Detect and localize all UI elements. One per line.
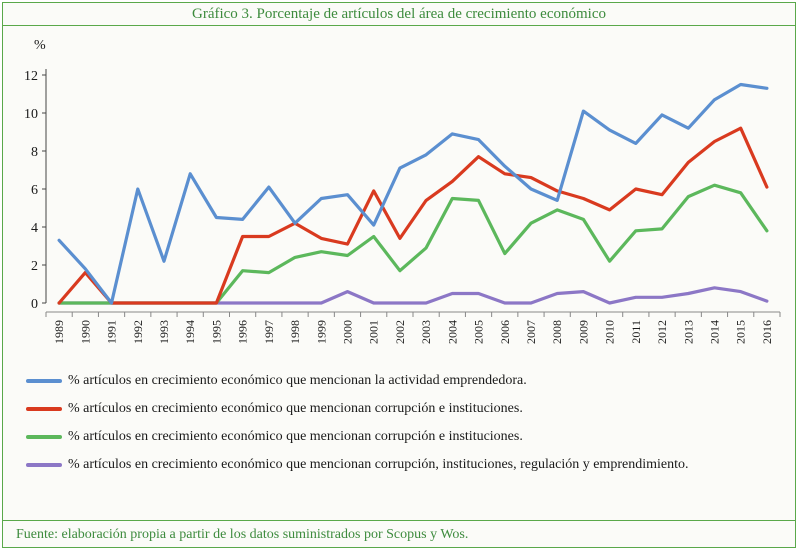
x-tick-label: 1999 <box>314 320 328 344</box>
series-line-1 <box>57 82 769 305</box>
x-tick-label: 2008 <box>550 320 564 344</box>
y-tick-label: 10 <box>24 107 38 122</box>
legend: % artículos en crecimiento económico que… <box>26 370 766 498</box>
x-tick-label: 1991 <box>105 320 119 344</box>
x-tick-label: 2010 <box>603 320 617 344</box>
series-line-2 <box>57 126 769 305</box>
x-tick-label: 2007 <box>524 320 538 344</box>
x-tick-label: 1997 <box>262 320 276 344</box>
x-tick-label: 2005 <box>472 320 486 344</box>
y-tick-label: 6 <box>31 183 38 198</box>
x-tick-label: 2012 <box>655 320 669 344</box>
legend-item-2: % artículos en crecimiento económico que… <box>26 398 766 426</box>
x-tick-label: 1993 <box>157 320 171 344</box>
x-tick-label: 2013 <box>681 320 695 344</box>
x-tick-label: 2009 <box>576 320 590 344</box>
x-tick-label: 1989 <box>52 320 66 344</box>
legend-item-4: % artículos en crecimiento económico que… <box>26 454 766 498</box>
x-tick-label: 2000 <box>340 320 354 344</box>
legend-swatch-4 <box>26 463 62 467</box>
x-tick-label: 2004 <box>445 320 459 344</box>
x-tick-label: 1990 <box>78 320 92 344</box>
y-tick-label: 8 <box>31 145 38 160</box>
x-tick-label: 2003 <box>419 320 433 344</box>
legend-label-4: % artículos en crecimiento económico que… <box>68 457 689 472</box>
x-tick-label: 2014 <box>707 320 721 344</box>
y-tick-label: 4 <box>31 221 38 236</box>
source-note: Fuente: elaboración propia a partir de l… <box>2 520 796 548</box>
line-chart: 0 2 4 6 8 10 12 1989 1990 1991 1992 1993 1994 1995 199… <box>24 69 781 344</box>
x-tick-label: 1998 <box>288 320 302 344</box>
x-tick-label: 2006 <box>498 320 512 344</box>
y-tick-label: 2 <box>31 259 38 274</box>
legend-label-2: % artículos en crecimiento económico que… <box>68 401 523 416</box>
legend-label-1: % artículos en crecimiento económico que… <box>68 373 527 388</box>
y-tick-label: 12 <box>24 69 38 84</box>
legend-item-1: % artículos en crecimiento económico que… <box>26 370 766 398</box>
x-tick-label: 2016 <box>760 320 774 344</box>
chart-title: Gráfico 3. Porcentaje de artículos del á… <box>2 2 796 26</box>
legend-item-3: % artículos en crecimiento económico que… <box>26 426 766 454</box>
x-tick-label: 2001 <box>367 320 381 344</box>
x-tick-label: 2015 <box>734 320 748 344</box>
series-line-4 <box>57 286 769 305</box>
x-tick-label: 2011 <box>629 320 643 344</box>
legend-swatch-1 <box>26 379 62 383</box>
y-tick-label: 0 <box>31 297 38 312</box>
legend-label-3: % artículos en crecimiento económico que… <box>68 429 523 444</box>
legend-swatch-2 <box>26 407 62 411</box>
legend-swatch-3 <box>26 435 62 439</box>
x-tick-label: 1994 <box>183 320 197 344</box>
x-tick-label: 1995 <box>209 320 223 344</box>
x-tick-label: 1992 <box>131 320 145 344</box>
y-axis-unit-label: % <box>34 38 46 53</box>
x-tick-label: 2002 <box>393 320 407 344</box>
x-tick-label: 1996 <box>236 320 250 344</box>
series-line-3 <box>57 183 769 305</box>
